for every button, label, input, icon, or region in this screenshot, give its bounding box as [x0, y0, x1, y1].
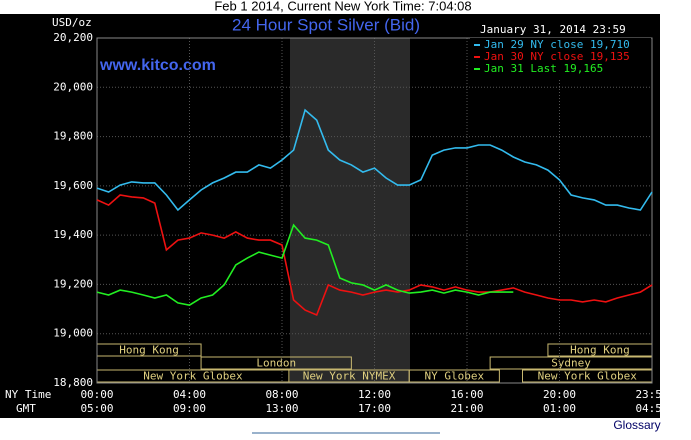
session-label: NY Globex [424, 370, 484, 383]
session-label: New York Globex [143, 370, 243, 383]
y-tick-label: 19,000 [53, 327, 93, 340]
series-line [96, 223, 514, 306]
legend-label: Jan 30 NY close 19,135 [484, 50, 630, 63]
session-shade [290, 38, 410, 383]
plot-border [96, 37, 653, 384]
y-tick-label: 19,200 [53, 277, 93, 290]
timestamp: January 31, 2014 23:59 [480, 23, 626, 36]
x-tick-label-gmt: 21:00 [450, 402, 483, 415]
x-tick-label: 08:00 [265, 388, 298, 401]
x-tick-label-gmt: 09:00 [173, 402, 206, 415]
y-tick-label: 19,600 [53, 179, 93, 192]
session-label: London [256, 357, 296, 370]
session-label: New York Globex [538, 370, 638, 383]
x-tick-label-gmt: 04:59 [635, 402, 668, 415]
x-tick-label: 04:00 [173, 388, 206, 401]
series-line [96, 108, 653, 212]
y-tick-label: 20,200 [53, 31, 93, 44]
session-label: New York NYMEX [303, 370, 396, 383]
x-tick-label: 16:00 [450, 388, 483, 401]
y-tick-label: 20,000 [53, 80, 93, 93]
y-tick-label: 19,400 [53, 228, 93, 241]
session-label: Hong Kong [119, 344, 179, 357]
session-box [200, 356, 352, 370]
x-tick-label-gmt: 01:00 [543, 402, 576, 415]
legend-label: Jan 31 Last 19,165 [484, 62, 603, 75]
x-tick-label: 20:00 [543, 388, 576, 401]
x-tick-label: 23:59 [635, 388, 668, 401]
y-axis-label: USD/oz [52, 16, 92, 29]
x-tick-label-gmt: 05:00 [80, 402, 113, 415]
session-box [408, 369, 500, 383]
x-tick-label-gmt: 17:00 [358, 402, 391, 415]
x-row-label: NY Time [5, 388, 51, 401]
series-line [96, 194, 653, 317]
session-label: Hong Kong [570, 344, 630, 357]
session-label: Sydney [551, 357, 591, 370]
x-tick-label: 00:00 [80, 388, 113, 401]
legend-label: Jan 29 NY close 19,710 [484, 38, 630, 51]
y-tick-label: 18,800 [53, 376, 93, 389]
y-tick-label: 19,800 [53, 130, 93, 143]
chart-title: 24 Hour Spot Silver (Bid) [232, 15, 420, 34]
legend-box [470, 38, 651, 78]
x-row-label: GMT [16, 402, 36, 415]
watermark: www.kitco.com [99, 57, 216, 74]
glossary-link[interactable]: Glossary [613, 418, 660, 432]
x-tick-label-gmt: 13:00 [265, 402, 298, 415]
x-tick-label: 12:00 [358, 388, 391, 401]
header: Feb 1 2014, Current New York Time: 7:04:… [214, 0, 471, 13]
